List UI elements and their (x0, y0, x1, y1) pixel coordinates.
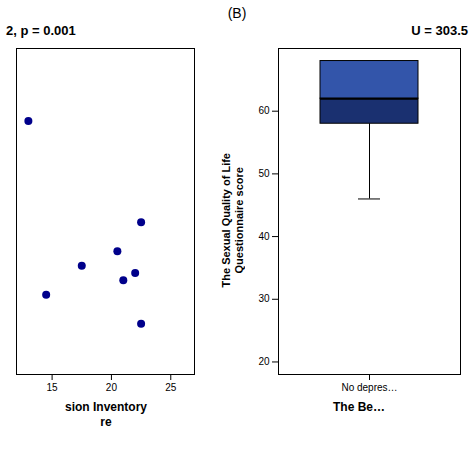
svg-text:30: 30 (258, 293, 270, 304)
svg-text:40: 40 (258, 231, 270, 242)
svg-text:25: 25 (165, 382, 177, 393)
svg-text:20: 20 (258, 356, 270, 367)
html-text:The Sexual Quality of Life Que: The Sexual Quality of Life Questionnaire… (220, 152, 245, 288)
svg-text:20: 20 (106, 382, 118, 393)
svg-text:50: 50 (258, 168, 270, 179)
svg-text:15: 15 (47, 382, 59, 393)
svg-text:No depres…: No depres… (341, 382, 397, 393)
svg-text:60: 60 (258, 105, 270, 116)
html-text:The Be…: The Be… (333, 400, 385, 414)
html-text:U = 303.5: U = 303.5 (411, 23, 468, 38)
html-text:(B): (B) (227, 5, 247, 21)
html-text:sion Inventory re: sion Inventory re (65, 400, 147, 429)
html-text:2, p = 0.001: 2, p = 0.001 (6, 23, 76, 38)
